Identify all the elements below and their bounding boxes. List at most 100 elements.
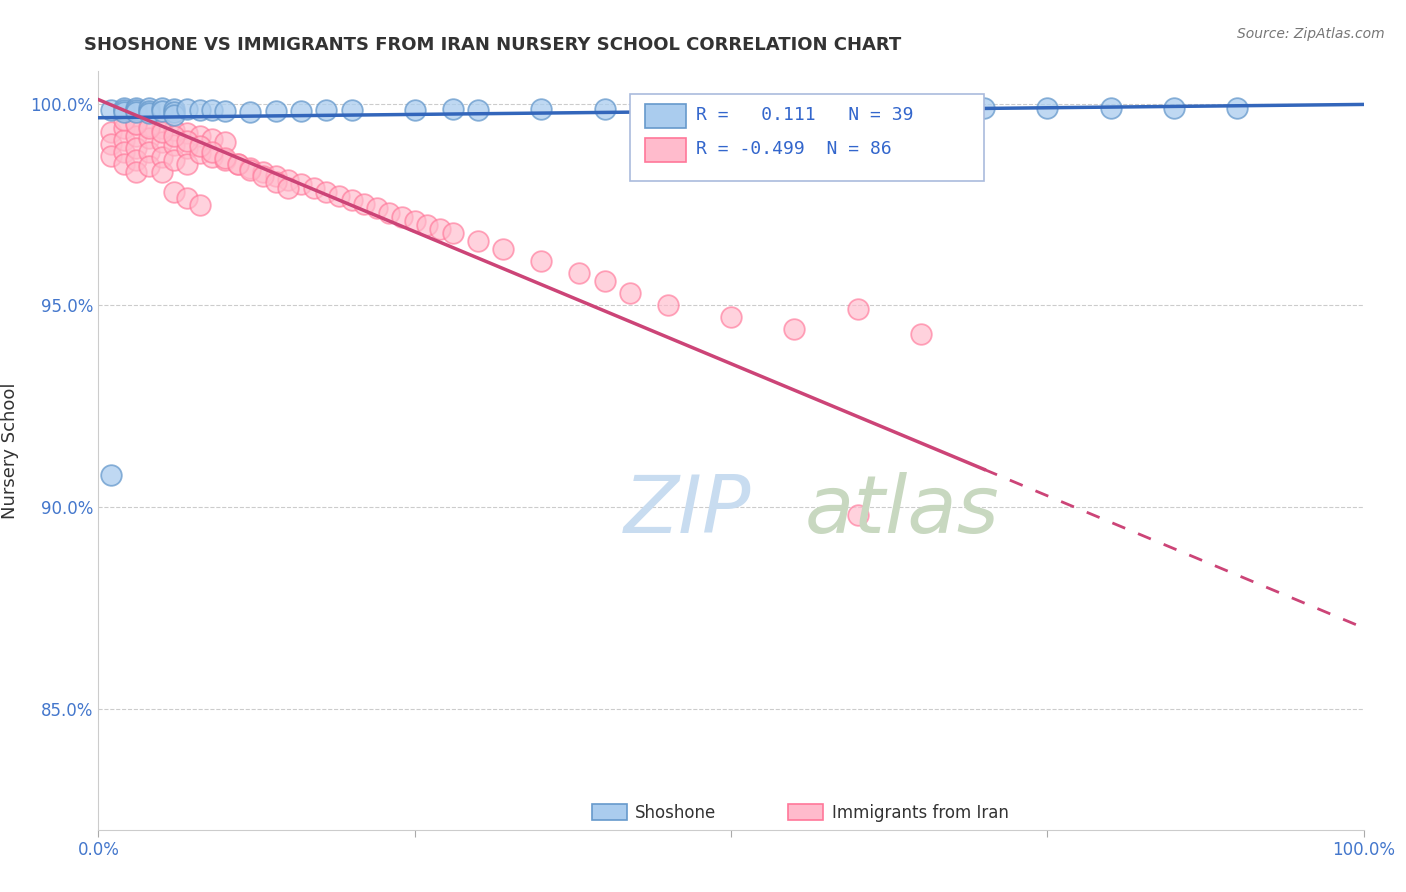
Point: [125, 117, 148, 131]
Point: [100, 136, 122, 151]
Point: [226, 157, 249, 171]
Point: [619, 286, 641, 301]
Text: R =   0.111   N = 39: R = 0.111 N = 39: [696, 106, 912, 124]
Text: SHOSHONE VS IMMIGRANTS FROM IRAN NURSERY SCHOOL CORRELATION CHART: SHOSHONE VS IMMIGRANTS FROM IRAN NURSERY…: [84, 36, 901, 54]
Point: [239, 161, 262, 176]
Point: [125, 101, 148, 115]
Point: [176, 134, 198, 148]
Point: [100, 125, 122, 139]
Point: [290, 103, 312, 118]
Point: [150, 104, 173, 119]
Text: atlas: atlas: [804, 472, 1000, 550]
Point: [340, 194, 363, 208]
Point: [100, 149, 122, 163]
Point: [201, 132, 224, 146]
Point: [783, 322, 806, 336]
Point: [315, 186, 337, 200]
Point: [112, 101, 135, 115]
Point: [277, 181, 299, 195]
Point: [125, 117, 148, 131]
Bar: [645, 104, 686, 128]
Point: [1099, 101, 1122, 115]
Point: [657, 102, 679, 116]
Point: [910, 326, 932, 341]
Point: [163, 153, 186, 167]
Point: [112, 133, 135, 147]
Point: [176, 141, 198, 155]
Point: [366, 202, 388, 216]
Point: [973, 101, 995, 115]
Point: [176, 157, 198, 171]
Point: [226, 157, 249, 171]
Point: [328, 189, 350, 203]
Point: [593, 102, 616, 116]
Point: [138, 103, 160, 118]
Point: [657, 298, 679, 312]
Point: [568, 266, 591, 280]
Point: [150, 150, 173, 164]
Point: [150, 102, 173, 116]
Bar: [645, 138, 686, 162]
Point: [492, 242, 515, 256]
Text: R = -0.499  N = 86: R = -0.499 N = 86: [696, 140, 891, 159]
Point: [112, 104, 135, 119]
Point: [530, 254, 553, 268]
Point: [176, 102, 198, 116]
Point: [150, 165, 173, 179]
Point: [846, 508, 869, 522]
Point: [163, 107, 186, 121]
Point: [391, 210, 413, 224]
Point: [176, 126, 198, 140]
Point: [214, 103, 236, 118]
Point: [176, 191, 198, 205]
Point: [252, 165, 274, 179]
Point: [264, 104, 287, 119]
Point: [910, 101, 932, 115]
Text: Source: ZipAtlas.com: Source: ZipAtlas.com: [1237, 27, 1385, 41]
Point: [125, 103, 148, 117]
Point: [188, 198, 211, 212]
Point: [378, 205, 401, 219]
Point: [138, 131, 160, 145]
Bar: [592, 804, 627, 821]
Text: ZIP: ZIP: [623, 472, 751, 550]
Point: [163, 137, 186, 152]
Point: [150, 125, 173, 139]
Point: [264, 169, 287, 184]
Point: [163, 123, 186, 137]
Text: Immigrants from Iran: Immigrants from Iran: [832, 804, 1010, 822]
Point: [163, 104, 186, 119]
Point: [201, 150, 224, 164]
Point: [467, 234, 489, 248]
Point: [441, 226, 464, 240]
Point: [163, 102, 186, 116]
Text: Shoshone: Shoshone: [636, 804, 716, 822]
Point: [150, 120, 173, 135]
Point: [163, 128, 186, 143]
Point: [138, 145, 160, 159]
Bar: [789, 804, 824, 821]
Point: [188, 128, 211, 143]
Point: [201, 145, 224, 159]
Point: [100, 103, 122, 117]
Point: [1036, 101, 1059, 115]
Point: [720, 102, 742, 116]
Point: [530, 102, 553, 116]
Point: [252, 169, 274, 184]
Point: [340, 103, 363, 117]
Point: [302, 181, 325, 195]
Point: [100, 467, 122, 482]
Point: [353, 197, 375, 211]
Point: [138, 106, 160, 120]
Point: [138, 159, 160, 173]
Point: [1163, 101, 1185, 115]
Point: [125, 153, 148, 167]
Y-axis label: Nursery School: Nursery School: [1, 382, 20, 519]
Point: [1226, 101, 1249, 115]
Point: [138, 119, 160, 133]
Point: [112, 103, 135, 117]
Point: [404, 103, 426, 117]
Point: [125, 128, 148, 143]
Point: [188, 103, 211, 117]
Point: [783, 102, 806, 116]
